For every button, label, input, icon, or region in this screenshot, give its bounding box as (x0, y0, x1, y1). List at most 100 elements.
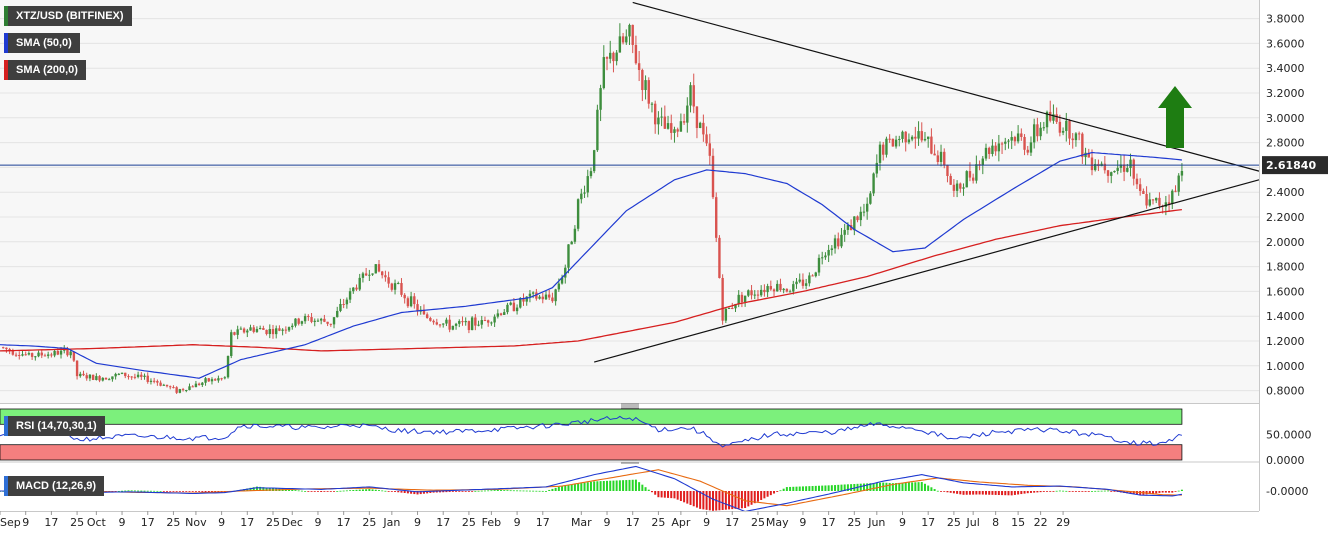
macd-histogram-bar (422, 491, 425, 494)
candle-body (1081, 133, 1084, 158)
candle-body (281, 329, 284, 331)
macd-histogram-bar (657, 491, 660, 498)
price-y-tick-label: 1.8000 (1266, 261, 1305, 274)
candle-body (621, 36, 625, 43)
candle-body (413, 296, 416, 305)
candles-group (2, 23, 1184, 395)
macd-histogram-bar (827, 485, 830, 491)
candle-body (297, 318, 300, 324)
macd-histogram-bar (544, 491, 547, 492)
candle-body (1013, 137, 1017, 142)
macd-histogram-bar (355, 489, 358, 491)
candle-body (249, 327, 252, 331)
candle-body (1155, 197, 1158, 201)
macd-histogram-bar (1074, 491, 1077, 492)
candle-body (339, 303, 342, 311)
x-tick-label: 25 (947, 516, 961, 529)
candle-body (213, 379, 217, 381)
x-tick-label: 17 (436, 516, 450, 529)
macd-histogram-bar (467, 491, 470, 492)
candle-body (474, 317, 477, 326)
candle-body (50, 354, 53, 356)
candle-body (734, 303, 737, 309)
candle-body (583, 192, 586, 194)
candle-body (2, 347, 5, 349)
macd-histogram-bar (792, 486, 795, 491)
candle-body (1049, 111, 1052, 121)
price-y-tick-label: 1.6000 (1266, 285, 1305, 298)
candle-body (580, 193, 583, 200)
candle-body (612, 52, 615, 62)
price-panel-bg (0, 0, 1259, 403)
candle-body (181, 389, 185, 391)
macd-histogram-bar (769, 491, 772, 496)
macd-histogram-bar (1081, 491, 1084, 492)
macd-histogram-bar (914, 482, 917, 491)
current-price-label: 2.61840 (1266, 159, 1316, 172)
x-tick-label: 9 (218, 516, 225, 529)
candle-body (631, 24, 634, 45)
candle-body (955, 183, 959, 191)
price-y-tick-label: 3.8000 (1266, 13, 1305, 26)
macd-histogram-bar (133, 490, 136, 492)
candle-body (894, 139, 898, 147)
candle-body (409, 296, 413, 307)
macd-histogram-bar (808, 486, 811, 491)
candle-body (1110, 172, 1113, 176)
candle-body (512, 302, 516, 312)
candle-body (1065, 120, 1068, 131)
legend-sma200-swatch (4, 60, 8, 80)
macd-histogram-bar (965, 491, 968, 495)
resistance-trendline (632, 1, 1260, 172)
candle-body (663, 116, 667, 129)
candle-body (914, 136, 917, 139)
macd-histogram-bar (1036, 491, 1039, 493)
candle-body (599, 88, 602, 110)
macd-histogram-bar (387, 491, 390, 492)
candle-body (1122, 164, 1126, 172)
candle-body (300, 321, 304, 324)
price-y-tick-label: 1.0000 (1266, 360, 1305, 373)
macd-histogram-bar (358, 489, 361, 491)
candle-body (75, 360, 79, 377)
candle-body (541, 296, 544, 300)
candle-body (91, 374, 95, 381)
candle-body (779, 283, 782, 291)
candle-body (731, 308, 734, 310)
macd-histogram-bar (728, 491, 731, 510)
price-y-tick-label: 3.0000 (1266, 112, 1305, 125)
macd-histogram-bar (1039, 491, 1042, 493)
macd-histogram-bar (615, 480, 618, 491)
candle-body (715, 197, 718, 238)
candle-body (740, 294, 744, 303)
macd-histogram-bar (121, 490, 124, 492)
x-tick-label: 25 (751, 516, 765, 529)
macd-histogram-bar (182, 491, 185, 492)
candle-body (188, 386, 191, 391)
candle-body (380, 271, 384, 276)
legend-price-label: XTZ/USD (BITFINEX) (16, 10, 124, 22)
macd-histogram-bar (535, 490, 538, 492)
candle-body (936, 155, 940, 162)
candle-body (975, 164, 978, 181)
candle-body (72, 351, 76, 361)
candle-body (666, 123, 670, 129)
macd-histogram-bar (1004, 491, 1007, 496)
macd-histogram-bar (124, 490, 127, 492)
candle-body (753, 294, 756, 296)
candle-body (233, 332, 236, 335)
macd-histogram-bar (265, 487, 268, 491)
candle-body (1129, 159, 1132, 168)
candle-body (252, 327, 255, 332)
x-tick-label: 9 (314, 516, 321, 529)
macd-histogram-bar (1029, 491, 1032, 493)
candle-body (371, 273, 374, 275)
macd-histogram-bar (207, 491, 210, 493)
x-tick-label: 9 (703, 516, 710, 529)
candle-body (711, 155, 715, 198)
candle-body (644, 80, 647, 91)
candle-body (788, 291, 792, 293)
candle-body (702, 122, 705, 135)
